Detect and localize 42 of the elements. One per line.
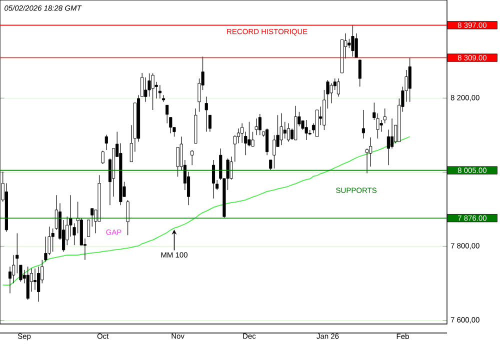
- candlestick: [87, 220, 90, 237]
- candlestick: [390, 118, 394, 149]
- candlestick: [280, 113, 283, 146]
- candlestick: [166, 104, 169, 124]
- candlestick: [8, 266, 12, 294]
- candlestick: [37, 266, 40, 302]
- candlestick: [204, 96, 208, 132]
- candlestick: [26, 266, 30, 300]
- candlestick: [212, 160, 216, 199]
- candlestick: [130, 124, 133, 162]
- candlestick: [351, 24, 354, 57]
- candlestick: [33, 268, 37, 290]
- candlestick: [126, 200, 130, 236]
- candlestick: [348, 38, 351, 48]
- candlestick: [240, 122, 244, 144]
- candlestick: [294, 106, 298, 140]
- candlestick: [190, 150, 194, 166]
- candlestick: [176, 147, 180, 177]
- candlestick: [104, 134, 108, 150]
- candlestick: [254, 118, 258, 136]
- candlestick: [304, 120, 308, 140]
- candlestick: [272, 134, 276, 169]
- candlestick: [169, 117, 172, 134]
- candlestick: [362, 110, 365, 139]
- candlestick: [358, 59, 362, 87]
- candlestick: [208, 114, 212, 132]
- candlestick: [258, 114, 262, 136]
- candlestick: [51, 228, 54, 252]
- candlestick: [144, 77, 148, 102]
- candlestick: [333, 78, 336, 90]
- candlestick: [336, 78, 340, 97]
- candlestick: [101, 150, 104, 164]
- candlestick: [408, 57, 412, 102]
- candlestick: [286, 122, 290, 142]
- candlestick: [269, 160, 272, 171]
- candlestick: [283, 122, 286, 139]
- candlestick: [266, 128, 269, 156]
- candlestick: [383, 108, 386, 124]
- candlestick: [158, 84, 162, 99]
- candlestick: [90, 208, 94, 227]
- candlestick: [151, 73, 154, 110]
- candlestick: [365, 148, 369, 174]
